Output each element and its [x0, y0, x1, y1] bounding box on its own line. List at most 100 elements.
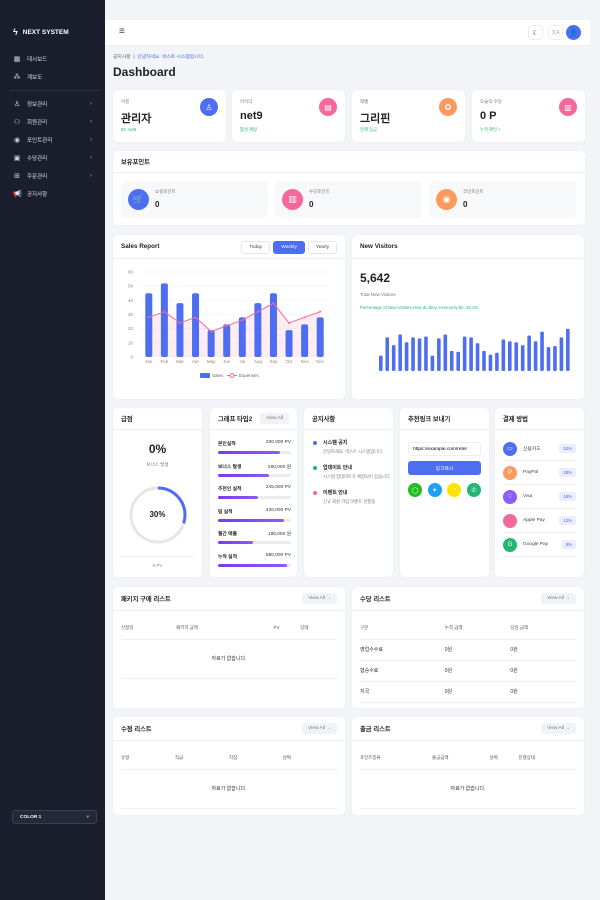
expenses-point [163, 310, 166, 313]
divider [10, 90, 100, 91]
visitor-bar [520, 345, 525, 371]
phone-icon[interactable]: ✆ [466, 483, 481, 497]
visitor-bar [398, 334, 402, 371]
user-icon: ♙ [13, 101, 21, 108]
sidebar-item[interactable]: 📢 공지사항 [0, 185, 105, 203]
column-header: 누적 금액 [444, 617, 511, 640]
megaphone-icon: 📢 [13, 191, 22, 198]
visitor-bar [424, 336, 428, 371]
point-value: 0 [309, 200, 314, 209]
sidebar-item[interactable]: ⊞ 주문관리 › [0, 167, 105, 185]
notice-item[interactable]: 이벤트 안내 신규 회원 가입 이벤트 진행중 [313, 489, 393, 505]
sidebar-item-label: 수당관리 [27, 156, 48, 162]
table-cell: 영업수수료 [360, 639, 445, 661]
legend-expenses-marker [229, 373, 235, 378]
stat-value: net9 [240, 110, 263, 122]
breadcrumb: 공지사항 | 안녕하세요. 넥스트 시스템입니다. [113, 55, 205, 60]
payment-percent-badge: 18% [559, 492, 576, 501]
id-card-icon: ▤ [319, 98, 337, 116]
point-label: 수당포인트 [309, 189, 330, 194]
x-tick-label: Dec [316, 359, 325, 364]
graph2-label: 추천인 실적 [218, 487, 242, 492]
sales-bar [301, 324, 309, 357]
translate-icon[interactable]: 文A [548, 25, 563, 40]
graph2-progress [218, 563, 291, 567]
expenses-point [256, 310, 259, 313]
award-icon: ✪ [439, 98, 457, 116]
point-value: 0 [155, 200, 160, 209]
sidebar-item[interactable]: ▦ 대시보드 [0, 50, 105, 68]
graph2-value: 245,000 PV [265, 485, 291, 490]
sidebar-item[interactable]: ▣ 수당관리 › [0, 149, 105, 167]
list-title: 수정 리스트 [121, 726, 152, 733]
breadcrumb-section[interactable]: 공지사항 [113, 55, 131, 60]
sidebar-item[interactable]: ◉ 포인트관리 › [0, 131, 105, 149]
sidebar-item[interactable]: ♙ 정보관리 › [0, 95, 105, 113]
view-all-button[interactable]: View All → [302, 723, 337, 734]
dark-mode-icon[interactable]: ☾ [528, 25, 543, 40]
sidebar-item-label: 회원관리 [27, 120, 48, 126]
paypal-icon: P [503, 465, 517, 480]
chevron-right-icon: › [90, 101, 92, 107]
line-icon[interactable]: ◯ [408, 483, 422, 497]
modify-table: 유형 직급 지점 날짜 자료가 없습니다. [121, 747, 337, 809]
table-cell: 지국 [360, 681, 445, 703]
tab-yearly[interactable]: Yearly [307, 241, 337, 254]
apple-icon [503, 513, 517, 528]
tab-weekly[interactable]: Weekly [273, 241, 305, 254]
list-title: 수당 리스트 [360, 596, 391, 603]
sales-bar [145, 293, 153, 357]
column-header: 지점 [228, 747, 283, 770]
graph2-item: 보너스 발생 280,000 원 [218, 463, 291, 477]
avatar[interactable]: 👤 [566, 25, 581, 40]
view-all-button[interactable]: View All [260, 413, 289, 424]
sales-bar [269, 293, 277, 357]
tab-today[interactable]: Today [241, 241, 271, 254]
column-header: 당일 금액 [510, 617, 576, 640]
stat-card: 레벨 그리핀 현재 등급 ✪ [352, 90, 465, 142]
menu-icon[interactable]: ≡ [119, 26, 125, 37]
column-header: 날짜 [489, 747, 519, 770]
column-header: 상태 [300, 617, 337, 640]
kakao-icon[interactable]: ◔ [447, 483, 462, 497]
sidebar-item-label: 대시보드 [27, 57, 48, 63]
visitor-bar [449, 350, 454, 371]
view-all-button[interactable]: View All → [302, 593, 337, 604]
visitor-bar [391, 345, 396, 371]
notice-item[interactable]: 시스템 공지 안녕하세요. 넥스트 시스템입니다. [313, 439, 393, 455]
copy-link-button[interactable]: 링크복사 [408, 461, 481, 475]
stat-value: 그리핀 [360, 113, 391, 125]
view-all-button[interactable]: View All → [541, 723, 576, 734]
sidebar-item[interactable]: ⚇ 회원관리 › [0, 113, 105, 131]
graph2-progress [218, 518, 291, 522]
package-list-card: 패키지 구매 리스트 View All → 신청일 패키지 금액 PV 상태 자료가 없습니… [113, 587, 345, 708]
payment-percent-badge: 28% [559, 468, 576, 477]
payment-percent-badge: 12% [559, 516, 576, 525]
visitor-bar [411, 337, 415, 371]
expenses-point [272, 302, 275, 305]
expenses-point [178, 322, 181, 324]
twitter-icon[interactable]: ✦ [427, 483, 442, 497]
visitor-bar [540, 331, 544, 371]
stat-sub: 활성 계정 [240, 127, 258, 132]
payment-item: ▭ 신용카드 52% [503, 437, 576, 461]
stat-card: 오늘의 수당 0 P 누적 확인 + ▥ [472, 90, 585, 142]
y-tick-label: 0 [130, 355, 133, 360]
logo[interactable]: ϟ NEXT SYSTEM [13, 27, 69, 37]
sidebar-item[interactable]: ⁂ 계보도 [0, 68, 105, 86]
sidebar-item-label: 공지사항 [27, 192, 48, 198]
stat-sub[interactable]: 누적 확인 + [480, 127, 501, 132]
color-select[interactable]: COLOR 1 ▾ [12, 810, 97, 824]
referral-url-input[interactable] [408, 442, 481, 456]
graph2-item: 월간 매출 185,000 원 [218, 530, 291, 544]
stat-value: 0 P [480, 110, 497, 122]
points-title: 보유포인트 [113, 151, 585, 173]
stat-sub: 현재 등급 [360, 127, 378, 132]
legend-sales-label: Sales [212, 373, 224, 378]
sidebar-item-label: 주문관리 [27, 174, 48, 180]
view-all-button[interactable]: View All → [541, 593, 576, 604]
table-cell: 0원 [444, 639, 511, 661]
notice-item[interactable]: 업데이트 안내 시스템 업데이트가 예정되어 있습니다. [313, 464, 393, 480]
x-tick-label: May [207, 359, 216, 364]
sales-bar [207, 330, 215, 357]
